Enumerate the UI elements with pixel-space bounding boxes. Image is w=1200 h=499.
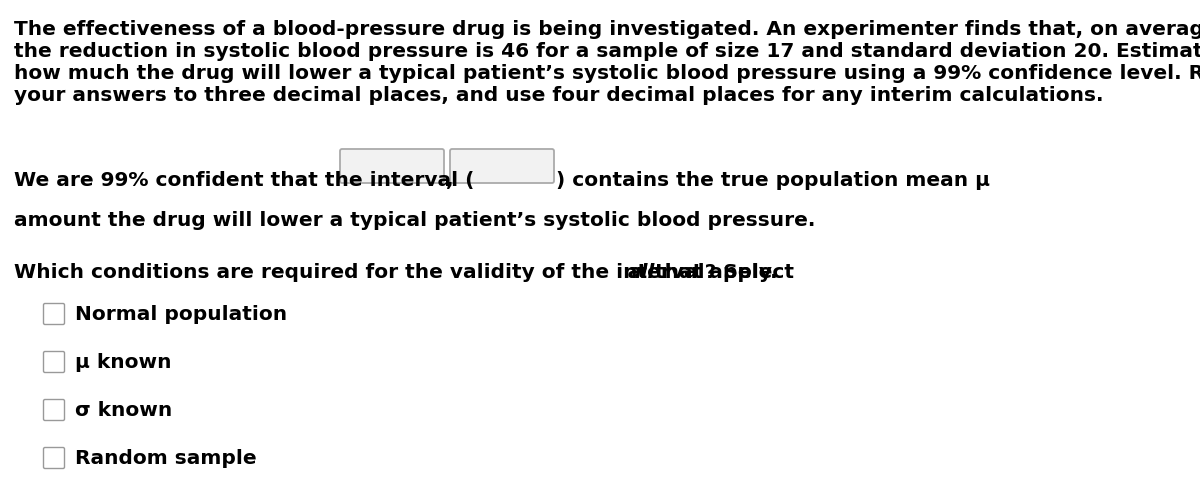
FancyBboxPatch shape	[43, 448, 65, 469]
Text: that apply.: that apply.	[648, 263, 778, 282]
Text: Random sample: Random sample	[74, 449, 257, 468]
FancyBboxPatch shape	[340, 149, 444, 183]
Text: μ known: μ known	[74, 352, 172, 371]
FancyBboxPatch shape	[43, 303, 65, 324]
Text: the reduction in systolic blood pressure is 46 for a sample of size 17 and stand: the reduction in systolic blood pressure…	[14, 41, 1200, 60]
Text: We are 99% confident that the interval (: We are 99% confident that the interval (	[14, 171, 474, 190]
Text: ,: ,	[446, 171, 454, 190]
Text: The effectiveness of a blood-pressure drug is being investigated. An experimente: The effectiveness of a blood-pressure dr…	[14, 19, 1200, 38]
FancyBboxPatch shape	[450, 149, 554, 183]
Text: how much the drug will lower a typical patient’s systolic blood pressure using a: how much the drug will lower a typical p…	[14, 63, 1200, 82]
Text: your answers to three decimal places, and use four decimal places for any interi: your answers to three decimal places, an…	[14, 85, 1104, 104]
Text: all: all	[628, 263, 655, 282]
Text: amount the drug will lower a typical patient’s systolic blood pressure.: amount the drug will lower a typical pat…	[14, 211, 815, 230]
Text: σ known: σ known	[74, 401, 173, 420]
FancyBboxPatch shape	[43, 351, 65, 372]
Text: Normal population: Normal population	[74, 304, 287, 323]
Text: ) contains the true population mean μ: ) contains the true population mean μ	[556, 171, 990, 190]
FancyBboxPatch shape	[43, 400, 65, 421]
Text: Which conditions are required for the validity of the interval? Select: Which conditions are required for the va…	[14, 263, 802, 282]
